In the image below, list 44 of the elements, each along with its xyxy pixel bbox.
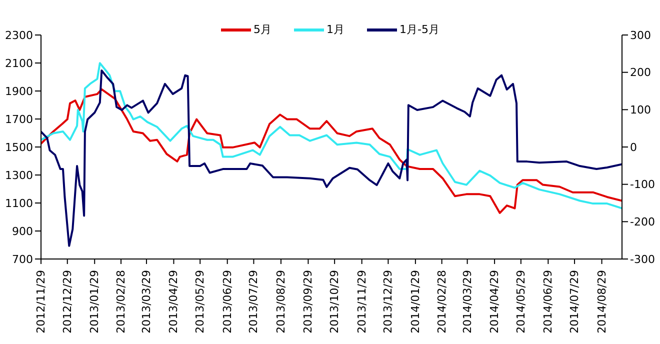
x-tick-label: 2014/06/29 xyxy=(542,270,555,334)
x-tick-label: 2014/03/29 xyxy=(460,270,474,334)
y2-tick-label: 200 xyxy=(630,66,651,80)
x-tick-label: 2013/05/29 xyxy=(194,270,207,334)
x-tick-label: 2013/06/29 xyxy=(220,270,234,334)
y-tick-label: 2300 xyxy=(5,28,33,42)
y2-tick-label: -300 xyxy=(630,252,655,266)
x-tick-label: 2014/07/29 xyxy=(568,270,582,334)
x-tick-label: 2013/08/29 xyxy=(274,270,288,334)
y-tick-label: 900 xyxy=(12,224,33,238)
y2-tick-label: 0 xyxy=(630,140,637,154)
y-tick-label: 2100 xyxy=(5,56,33,70)
x-tick-label: 2014/02/28 xyxy=(435,270,448,334)
x-tick-label: 2013/11/29 xyxy=(355,270,368,334)
x-tick-label: 2014/08/29 xyxy=(595,270,608,334)
y2-tick-label: 300 xyxy=(630,28,651,42)
x-tick-label: 2013/03/29 xyxy=(140,270,153,334)
line-series xyxy=(41,88,622,214)
x-tick-label: 2013/04/29 xyxy=(167,270,180,334)
x-tick-label: 2012/11/29 xyxy=(34,270,48,334)
y-tick-label: 1100 xyxy=(5,196,33,210)
legend-label: 1月 xyxy=(326,22,345,37)
line-series xyxy=(41,69,622,247)
y-tick-label: 1300 xyxy=(5,168,33,182)
y2-tick-label: -100 xyxy=(630,178,655,192)
x-tick-label: 2012/12/29 xyxy=(60,270,74,334)
x-tick-label: 2014/01/29 xyxy=(408,270,422,334)
y2-tick-label: -200 xyxy=(630,216,655,229)
x-tick-label: 2014/04/29 xyxy=(488,270,502,334)
x-tick-label: 2013/10/29 xyxy=(328,270,342,334)
y-tick-label: 1500 xyxy=(5,140,33,154)
y-tick-label: 1900 xyxy=(5,84,33,98)
legend-label: 1月-5月 xyxy=(400,22,440,37)
x-tick-label: 2013/09/29 xyxy=(302,270,315,334)
x-tick-label: 2014/05/29 xyxy=(514,270,528,334)
y-tick-label: 1700 xyxy=(5,112,33,126)
legend-label: 5月 xyxy=(254,22,272,37)
line-series xyxy=(41,62,622,210)
x-tick-label: 2013/12/29 xyxy=(382,270,395,334)
x-tick-label: 2013/01/29 xyxy=(88,270,102,334)
y-tick-label: 700 xyxy=(12,252,33,266)
x-tick-label: 2013/07/29 xyxy=(247,270,260,334)
x-tick-label: 2013/02/28 xyxy=(114,270,128,334)
y2-tick-label: 100 xyxy=(630,104,651,117)
